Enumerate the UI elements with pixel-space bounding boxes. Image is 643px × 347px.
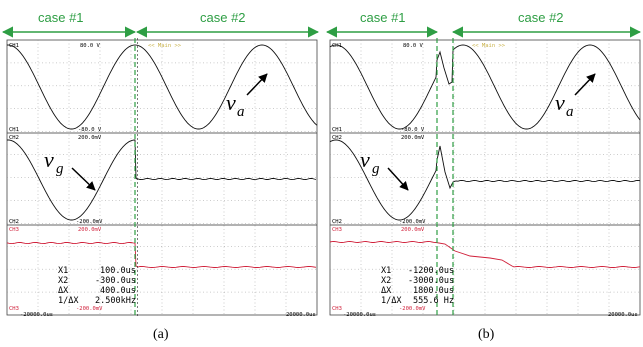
case-bar-b: case #1 case #2 xyxy=(325,10,642,38)
vg-letter-a: v xyxy=(44,147,54,172)
ch2-label-b: CH2 xyxy=(332,135,342,141)
vg-arrow-a xyxy=(71,167,96,191)
case2-label-a: case #2 xyxy=(200,10,246,25)
cursor-val-inv-a: 2.500kHz xyxy=(95,296,136,306)
case-bar-a: case #1 case #2 xyxy=(1,10,320,38)
panel-b: case #1 case #2 CH1 80.0 V << Main >> CH… xyxy=(325,10,642,342)
time-start-b: -20000.0us xyxy=(343,312,376,318)
case1-label-a: case #1 xyxy=(38,10,84,25)
cursor-name-dx-b: ΔX xyxy=(381,286,392,296)
cursor-val-x2-b: -3000.0us xyxy=(408,276,454,286)
cursor-readout-a: X1 X2 ΔX 1/ΔX 100.0us -300.0us 400.0us 2… xyxy=(58,266,136,306)
cursor-name-x2-a: X2 xyxy=(58,276,68,286)
ch1-label-b2-a: CH1 xyxy=(9,127,19,133)
cursor-val-inv-b: 555.6 Hz xyxy=(413,296,454,306)
cursor-name-x2-b: X2 xyxy=(381,276,391,286)
trace-ch2-b xyxy=(329,139,641,221)
va-letter-b: v xyxy=(555,90,565,115)
cursor-name-inv-a: 1/ΔX xyxy=(58,296,79,306)
ch3-bottom-a: -200.0mV xyxy=(76,306,103,312)
time-end-b: 20000.0us xyxy=(608,312,638,318)
va-sub-a: a xyxy=(237,104,245,120)
trace-ch3-a xyxy=(6,241,317,268)
va-letter-a: v xyxy=(226,90,236,115)
time-start-a: -20000.0us xyxy=(20,312,53,318)
vg-annotation-a: v g xyxy=(44,147,96,191)
va-arrow-a xyxy=(246,73,268,96)
vg-arrow-b xyxy=(387,167,409,191)
panel-a: case #1 case #2 CH1 80.0 V << Main >> CH… xyxy=(1,10,320,342)
ch1-label-b2-b: CH1 xyxy=(332,127,342,133)
vg-sub-b: g xyxy=(372,161,380,177)
trace-ch3-b xyxy=(329,241,641,268)
ch2-top-a: 200.0mV xyxy=(78,135,102,141)
ch2-label-bottom-b: CH2 xyxy=(332,219,342,225)
ch1-top-a: 80.0 V xyxy=(80,43,101,49)
cursor-name-x1-b: X1 xyxy=(381,266,391,276)
ch3-bottom-b: -200.0mV xyxy=(399,306,426,312)
trace-ch2-a xyxy=(7,139,317,221)
ch1-bottom-a: -80.0 V xyxy=(78,127,102,133)
cursor-readout-b: X1 X2 ΔX 1/ΔX -1200.0us -3000.0us 1800.0… xyxy=(381,266,454,306)
grid-b xyxy=(330,40,640,315)
cursor-val-x2-a: -300.0us xyxy=(95,276,136,286)
va-annotation-a: v a xyxy=(226,73,268,120)
ch3-label-bottom-b: CH3 xyxy=(332,306,342,312)
cursor-val-x1-a: 100.0us xyxy=(100,266,136,276)
ch2-label-bottom-a: CH2 xyxy=(9,219,19,225)
ch1-label-b: CH1 xyxy=(332,43,342,49)
caption-a: (a) xyxy=(153,327,169,342)
ch3-top-a: 200.0mV xyxy=(78,227,102,233)
va-sub-b: a xyxy=(566,104,574,120)
time-end-a: 20000.0us xyxy=(286,312,316,318)
ch1-bottom-b: -80.0 V xyxy=(401,127,425,133)
main-label-b: << Main >> xyxy=(472,43,506,49)
va-annotation-b: v a xyxy=(555,73,596,120)
cursor-val-x1-b: -1200.0us xyxy=(408,266,454,276)
cursor-val-dx-a: 400.0us xyxy=(100,286,136,296)
ch3-label-b: CH3 xyxy=(332,227,342,233)
ch3-label-bottom-a: CH3 xyxy=(9,306,19,312)
ch1-label-a: CH1 xyxy=(9,43,19,49)
ch3-label-a: CH3 xyxy=(9,227,19,233)
vg-sub-a: g xyxy=(56,161,64,177)
ch2-bottom-b: -200.0mV xyxy=(399,219,426,225)
ch3-top-b: 200.0mV xyxy=(401,227,425,233)
case2-label-b: case #2 xyxy=(518,10,564,25)
cursor-val-dx-b: 1800.0us xyxy=(413,286,454,296)
caption-b: (b) xyxy=(478,327,495,342)
va-arrow-b xyxy=(574,73,596,96)
cursor-name-dx-a: ΔX xyxy=(58,286,69,296)
ch2-top-b: 200.0mV xyxy=(401,135,425,141)
cursor-name-x1-a: X1 xyxy=(58,266,68,276)
cursor-name-inv-b: 1/ΔX xyxy=(381,296,402,306)
trace-ch1-a xyxy=(6,44,318,130)
ch2-label-a: CH2 xyxy=(9,135,19,141)
ch1-top-b: 80.0 V xyxy=(403,43,424,49)
case1-label-b: case #1 xyxy=(360,10,406,25)
ch2-bottom-a: -200.0mV xyxy=(76,219,103,225)
vg-letter-b: v xyxy=(360,147,370,172)
vg-annotation-b: v g xyxy=(360,147,409,191)
main-label-a: << Main >> xyxy=(148,43,182,49)
trace-ch1-b xyxy=(329,44,641,130)
